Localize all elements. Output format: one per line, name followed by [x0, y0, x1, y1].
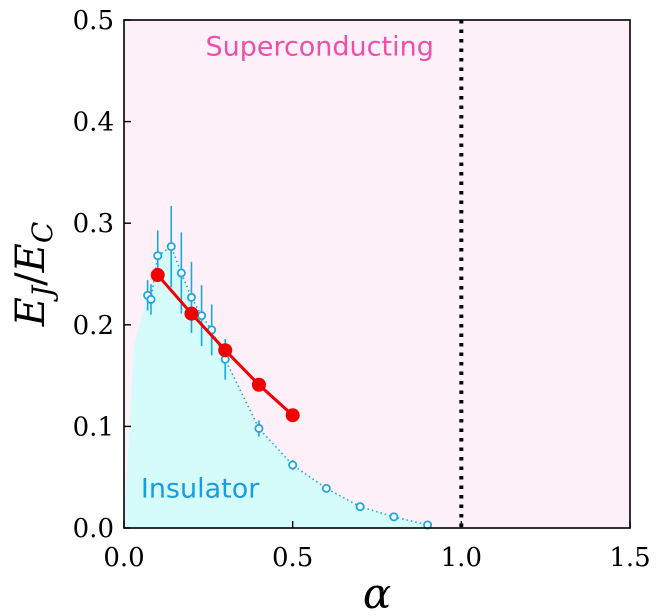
- series-1-point: [288, 460, 298, 470]
- series-1-point: [186, 292, 196, 302]
- series-1-point: [254, 423, 264, 433]
- y-tick-label: 0.1: [73, 412, 114, 442]
- plot-frame: [123, 19, 631, 529]
- x-tick-label: 0.0: [103, 543, 144, 573]
- insulator-label: Insulator: [141, 474, 260, 505]
- x-tick-label: 0.5: [272, 543, 313, 573]
- y-tick-label: 0.4: [73, 108, 114, 138]
- y-axis-label: EJ/EC: [8, 222, 59, 328]
- x-axis-label: α: [363, 569, 391, 616]
- x-tick-label: 1.0: [441, 543, 482, 573]
- series-1-point: [321, 483, 331, 493]
- y-tick-label: 0.5: [73, 6, 114, 36]
- superconducting-label: Superconducting: [205, 32, 433, 63]
- series-1-point: [355, 502, 365, 512]
- series-1-point: [146, 294, 156, 304]
- series-1-point: [153, 251, 163, 261]
- series-1-point: [389, 512, 399, 522]
- series-2-point: [218, 343, 233, 358]
- series-1-point: [176, 268, 186, 278]
- series-2-point: [285, 408, 300, 423]
- y-tick-label: 0.2: [73, 311, 114, 341]
- series-1-point: [166, 242, 176, 252]
- y-tick-label: 0.0: [73, 514, 114, 544]
- series-2-point: [184, 306, 199, 321]
- x-tick-label: 1.5: [609, 543, 650, 573]
- series-2-point: [150, 268, 165, 283]
- series-2-point: [251, 377, 266, 392]
- series-1-point: [197, 311, 207, 321]
- y-tick-label: 0.3: [73, 209, 114, 239]
